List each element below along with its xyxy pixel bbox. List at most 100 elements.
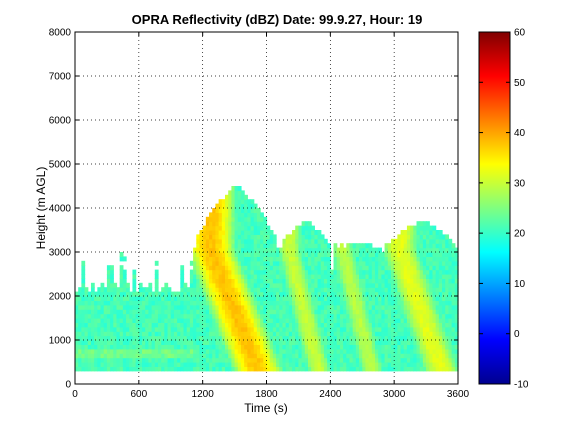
heatmap-cell bbox=[193, 353, 197, 359]
heatmap-cell bbox=[384, 291, 389, 297]
heatmap-cell bbox=[451, 269, 456, 275]
heatmap-cell bbox=[359, 278, 363, 284]
heatmap-cell bbox=[126, 318, 130, 323]
heatmap-cell bbox=[193, 260, 197, 266]
heatmap-cell bbox=[323, 300, 328, 306]
heatmap-cell bbox=[196, 357, 201, 363]
heatmap-cell bbox=[451, 357, 456, 363]
heatmap-cell bbox=[148, 322, 153, 328]
heatmap-cell bbox=[212, 353, 217, 359]
heatmap-cell bbox=[212, 208, 217, 213]
heatmap-cell bbox=[406, 282, 411, 288]
heatmap-cell bbox=[448, 274, 453, 279]
heatmap-cell bbox=[355, 331, 360, 337]
heatmap-cell bbox=[84, 287, 89, 293]
heatmap-cell bbox=[100, 353, 105, 359]
heatmap-cell bbox=[365, 274, 370, 279]
heatmap-cell bbox=[234, 269, 239, 275]
heatmap-cell bbox=[311, 225, 315, 231]
heatmap-cell bbox=[250, 287, 255, 293]
heatmap-cell bbox=[378, 331, 382, 337]
heatmap-cell bbox=[129, 300, 134, 306]
heatmap-cell bbox=[406, 348, 411, 354]
heatmap-cell bbox=[199, 313, 204, 319]
heatmap-cell bbox=[266, 326, 271, 332]
heatmap-cell bbox=[295, 296, 300, 301]
heatmap-cell bbox=[429, 256, 434, 262]
heatmap-cell bbox=[390, 353, 395, 359]
heatmap-cell bbox=[212, 243, 217, 249]
heatmap-cell bbox=[221, 282, 226, 288]
heatmap-cell bbox=[333, 348, 338, 354]
heatmap-cell bbox=[368, 278, 373, 284]
heatmap-cell bbox=[435, 353, 440, 359]
heatmap-cell bbox=[142, 296, 146, 301]
heatmap-cell bbox=[225, 331, 229, 337]
heatmap-cell bbox=[244, 269, 248, 275]
heatmap-cell bbox=[237, 256, 242, 262]
heatmap-cell bbox=[432, 243, 437, 249]
heatmap-cell bbox=[410, 296, 414, 301]
heatmap-cell bbox=[362, 344, 367, 350]
heatmap-cell bbox=[240, 300, 245, 306]
heatmap-cell bbox=[113, 287, 118, 293]
heatmap-cell bbox=[180, 331, 185, 337]
heatmap-cell bbox=[359, 304, 363, 310]
heatmap-cell bbox=[413, 291, 418, 297]
heatmap-cell bbox=[413, 252, 418, 257]
heatmap-cell bbox=[250, 322, 255, 328]
heatmap-cell bbox=[445, 278, 450, 284]
heatmap-cell bbox=[359, 313, 363, 319]
heatmap-cell bbox=[397, 300, 402, 306]
heatmap-cell bbox=[359, 265, 363, 271]
heatmap-cell bbox=[237, 335, 242, 341]
heatmap-cell bbox=[292, 353, 296, 359]
heatmap-cell bbox=[365, 252, 370, 257]
heatmap-cell bbox=[100, 344, 105, 350]
heatmap-cell bbox=[410, 313, 414, 319]
heatmap-cell bbox=[406, 318, 411, 323]
heatmap-cell bbox=[84, 322, 89, 328]
heatmap-cell bbox=[240, 260, 245, 266]
heatmap-cell bbox=[234, 313, 239, 319]
heatmap-cell bbox=[135, 348, 140, 354]
heatmap-cell bbox=[231, 353, 236, 359]
heatmap-cell bbox=[362, 243, 367, 249]
heatmap-cell bbox=[234, 265, 239, 271]
heatmap-cell bbox=[368, 282, 373, 288]
heatmap-cell bbox=[209, 243, 213, 249]
heatmap-cell bbox=[362, 348, 367, 354]
heatmap-cell bbox=[304, 247, 309, 253]
heatmap-cell bbox=[311, 362, 315, 367]
heatmap-cell bbox=[247, 278, 252, 284]
heatmap-cell bbox=[330, 362, 335, 367]
heatmap-cell bbox=[151, 318, 156, 323]
heatmap-cell bbox=[221, 216, 226, 222]
heatmap-cell bbox=[307, 265, 312, 271]
heatmap-cell bbox=[454, 357, 459, 363]
heatmap-cell bbox=[323, 357, 328, 363]
heatmap-cell bbox=[129, 331, 134, 337]
heatmap-cell bbox=[381, 362, 386, 367]
heatmap-cell bbox=[122, 335, 127, 341]
heatmap-cell bbox=[225, 304, 229, 310]
heatmap-cell bbox=[132, 348, 137, 354]
heatmap-cell bbox=[403, 326, 408, 332]
heatmap-cell bbox=[435, 326, 440, 332]
heatmap-cell bbox=[234, 208, 239, 213]
heatmap-cell bbox=[154, 366, 159, 372]
heatmap-cell bbox=[349, 309, 354, 315]
heatmap-cell bbox=[384, 331, 389, 337]
heatmap-cell bbox=[161, 300, 165, 306]
heatmap-cell bbox=[394, 287, 398, 293]
heatmap-cell bbox=[448, 252, 453, 257]
heatmap-cell bbox=[157, 326, 162, 332]
heatmap-cell bbox=[167, 309, 172, 315]
heatmap-cell bbox=[228, 247, 232, 253]
heatmap-cell bbox=[304, 274, 309, 279]
heatmap-cell bbox=[186, 357, 191, 363]
heatmap-cell bbox=[339, 304, 344, 310]
heatmap-cell bbox=[215, 309, 220, 315]
heatmap-cell bbox=[311, 318, 315, 323]
heatmap-cell bbox=[78, 304, 82, 310]
